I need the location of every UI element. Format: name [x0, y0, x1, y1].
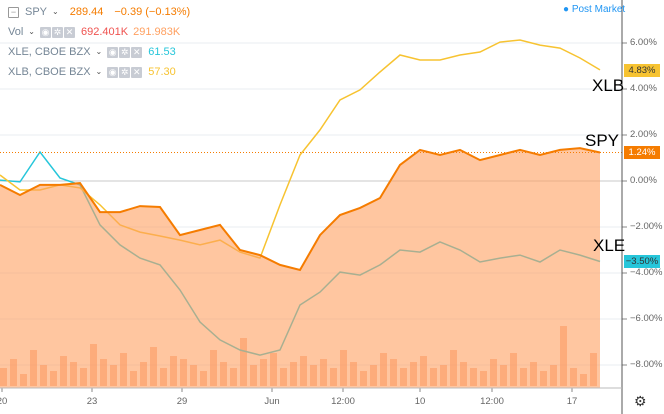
y-tick-label: −8.00% [630, 359, 663, 370]
xle-symbol[interactable]: XLE, CBOE BZX [8, 46, 91, 58]
price-tag-xlb: 4.83% [624, 64, 660, 77]
y-tick-label: 0.00% [630, 175, 657, 186]
x-tick-label: 17 [566, 396, 578, 407]
legend-vol[interactable]: Vol ⌄ ◉ ✲ ✕ 692.401K 291.983K [8, 22, 190, 42]
series-line-xlb [0, 39, 601, 260]
annotation-xle: XLE [593, 236, 626, 255]
eye-icon[interactable]: ◉ [40, 27, 51, 38]
chevron-down-icon[interactable]: ⌄ [95, 47, 103, 56]
chevron-down-icon[interactable]: ⌄ [95, 67, 103, 76]
series-area-spy [0, 148, 600, 388]
x-tick-label: 10 [414, 396, 426, 407]
spy-change: −0.39 (−0.13%) [114, 6, 191, 18]
annotation-spy: SPY [585, 131, 620, 150]
minus-square-icon[interactable]: − [8, 6, 19, 18]
legend-xle[interactable]: XLE, CBOE BZX ⌄ ◉ ✲ ✕ 61.53 [8, 42, 190, 62]
x-tick-label: 20 [0, 396, 8, 407]
y-tick-label: −2.00% [630, 221, 663, 232]
post-market-label: Post Market [571, 4, 626, 15]
series-layer [0, 39, 622, 388]
close-icon[interactable]: ✕ [131, 67, 143, 78]
y-tick-label: 2.00% [630, 129, 657, 140]
xlb-value: 57.30 [148, 66, 176, 78]
dot-icon: ● [563, 4, 572, 15]
spy-price: 289.44 [69, 6, 104, 18]
y-tick-label: 6.00% [630, 37, 657, 48]
close-icon[interactable]: ✕ [131, 47, 143, 58]
xlb-symbol[interactable]: XLB, CBOE BZX [8, 66, 91, 78]
price-tag-spy: 1.24% [624, 146, 660, 159]
vol-ma-value: 291.983K [133, 26, 181, 38]
post-market-indicator: ● Post Market [563, 4, 625, 15]
gear-icon[interactable]: ✲ [119, 67, 131, 78]
xle-value: 61.53 [148, 46, 176, 58]
x-tick-label: 23 [86, 396, 98, 407]
gear-icon[interactable]: ✲ [119, 47, 131, 58]
chart-settings-gear-icon[interactable]: ⚙ [634, 393, 647, 409]
legend: − SPY ⌄ 289.44 −0.39 (−0.13%) Vol ⌄ ◉ ✲ ✕ 69… [8, 2, 190, 82]
x-tick-label: 29 [176, 396, 188, 407]
vol-label[interactable]: Vol [8, 26, 24, 38]
eye-icon[interactable]: ◉ [107, 47, 119, 58]
y-tick-label: −4.00% [630, 267, 663, 278]
eye-icon[interactable]: ◉ [107, 67, 119, 78]
legend-xlb[interactable]: XLB, CBOE BZX ⌄ ◉ ✲ ✕ 57.30 [8, 62, 190, 82]
gear-icon[interactable]: ✲ [52, 27, 63, 38]
annotation-xlb: XLB [592, 76, 625, 95]
price-tag-xle: −3.50% [624, 255, 660, 268]
close-icon[interactable]: ✕ [64, 27, 75, 38]
vol-value: 692.401K [81, 26, 129, 38]
series-line-spy [0, 147, 601, 272]
chevron-down-icon[interactable]: ⌄ [52, 7, 59, 16]
spy-symbol[interactable]: SPY [25, 6, 48, 18]
legend-spy[interactable]: − SPY ⌄ 289.44 −0.39 (−0.13%) [8, 2, 190, 22]
y-tick-label: 4.00% [630, 83, 657, 94]
y-tick-label: −6.00% [630, 313, 663, 324]
x-tick-label: 12:00 [331, 396, 355, 407]
x-tick-label: Jun [264, 396, 280, 407]
chevron-down-icon[interactable]: ⌄ [28, 27, 35, 36]
x-tick-label: 12:00 [480, 396, 504, 407]
